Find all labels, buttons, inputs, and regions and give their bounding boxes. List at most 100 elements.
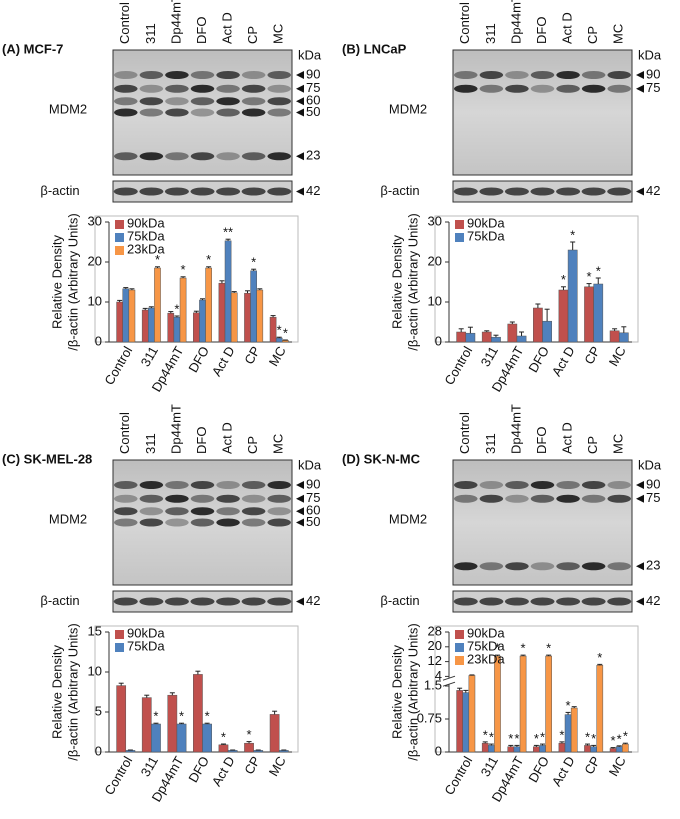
blot-band	[505, 84, 529, 93]
blot-band	[241, 494, 266, 503]
bar	[516, 335, 527, 343]
x-tick-label: Act D	[209, 754, 238, 789]
bar	[256, 289, 264, 343]
blot-band	[165, 481, 189, 489]
significance: *	[570, 227, 575, 242]
blot-band	[454, 481, 478, 489]
error-bar	[493, 334, 499, 338]
significance: *	[617, 731, 622, 746]
error-bar	[276, 336, 282, 338]
blot-band	[165, 108, 189, 117]
significance: *	[508, 731, 513, 746]
lane-label: DFO	[194, 17, 209, 44]
legend-label: 90kDa	[127, 215, 165, 230]
blot-label: MDM2	[389, 511, 427, 526]
x-tick-label: MC	[606, 754, 629, 779]
blot-band	[267, 71, 291, 79]
blot-band	[190, 152, 215, 161]
x-tick-label: Act D	[209, 344, 238, 379]
marker-label: 42	[306, 593, 320, 608]
marker-arrow	[636, 71, 644, 79]
lane-label: Dp44mT	[508, 404, 523, 454]
legend-label: 75kDa	[467, 228, 505, 243]
blot-band	[479, 494, 504, 503]
bar	[193, 312, 200, 343]
blot-band	[190, 494, 215, 503]
legend-label: 90kDa	[127, 625, 165, 640]
bar	[622, 743, 629, 753]
bar	[179, 277, 187, 343]
lane-label: CP	[585, 436, 600, 454]
significance: *	[251, 255, 256, 270]
bar	[199, 299, 206, 343]
error-bar	[570, 241, 576, 250]
blot-band	[556, 71, 580, 79]
significance: *	[283, 325, 288, 340]
marker-arrow	[296, 108, 304, 117]
lane-label: MC	[271, 24, 286, 44]
error-bar	[457, 687, 463, 691]
bar	[542, 320, 552, 343]
error-bar	[585, 743, 591, 746]
bar	[465, 332, 476, 343]
bar	[570, 707, 578, 753]
error-bar	[597, 663, 603, 666]
marker-arrow	[296, 84, 304, 93]
x-tick-label: 311	[478, 754, 501, 779]
blot-band	[454, 84, 478, 93]
marker-label: 42	[646, 593, 660, 608]
bar	[618, 332, 629, 343]
bar	[244, 742, 254, 753]
bar	[282, 340, 289, 343]
bar	[584, 286, 594, 343]
x-tick-label: Act D	[549, 344, 578, 379]
blot-band	[581, 562, 606, 571]
blot-band	[581, 481, 606, 489]
blot-band	[530, 84, 555, 93]
legend-label: 75kDa	[467, 638, 505, 653]
y-axis-label: /β-actin (Arbitrary Units)	[65, 623, 80, 761]
bar	[567, 249, 578, 343]
error-bar	[195, 670, 201, 675]
y-tick-label: 4	[435, 668, 442, 683]
blot-band	[479, 84, 504, 93]
actin-label: β-actin	[40, 593, 79, 608]
actin-band	[267, 597, 292, 606]
error-bar	[200, 298, 205, 300]
blot-band	[267, 84, 291, 93]
legend-swatch	[455, 220, 464, 229]
bar	[558, 742, 566, 753]
blot-band	[241, 481, 266, 489]
y-tick-label: 0	[95, 743, 102, 758]
error-bar	[179, 722, 185, 724]
x-tick-label: MC	[266, 754, 289, 779]
significance: **	[223, 225, 233, 240]
y-tick-label: 0	[435, 743, 442, 758]
error-bar	[591, 744, 597, 747]
legend-label: 75kDa	[127, 638, 165, 653]
lane-label: DFO	[534, 17, 549, 44]
actin-band	[241, 187, 266, 196]
marker-arrow	[636, 84, 644, 93]
lane-label: 311	[143, 23, 158, 44]
blot-band	[190, 108, 215, 117]
blot-band	[216, 97, 240, 106]
blot-band	[530, 71, 555, 79]
y-tick-label: 10	[88, 293, 102, 308]
actin-label: β-actin	[380, 183, 419, 198]
blot-band	[114, 97, 138, 106]
significance: *	[566, 698, 571, 713]
blot-band	[581, 71, 606, 79]
bar	[141, 309, 149, 343]
error-bar	[174, 315, 180, 318]
bar	[494, 655, 501, 753]
legend-swatch	[455, 233, 464, 242]
significance: *	[623, 729, 628, 744]
bar	[519, 655, 527, 753]
blot-band	[241, 108, 266, 117]
x-tick-label: CP	[241, 344, 263, 367]
blot-band	[165, 494, 189, 503]
bar	[205, 267, 212, 343]
blot-band	[114, 494, 138, 503]
error-bar	[148, 306, 154, 308]
